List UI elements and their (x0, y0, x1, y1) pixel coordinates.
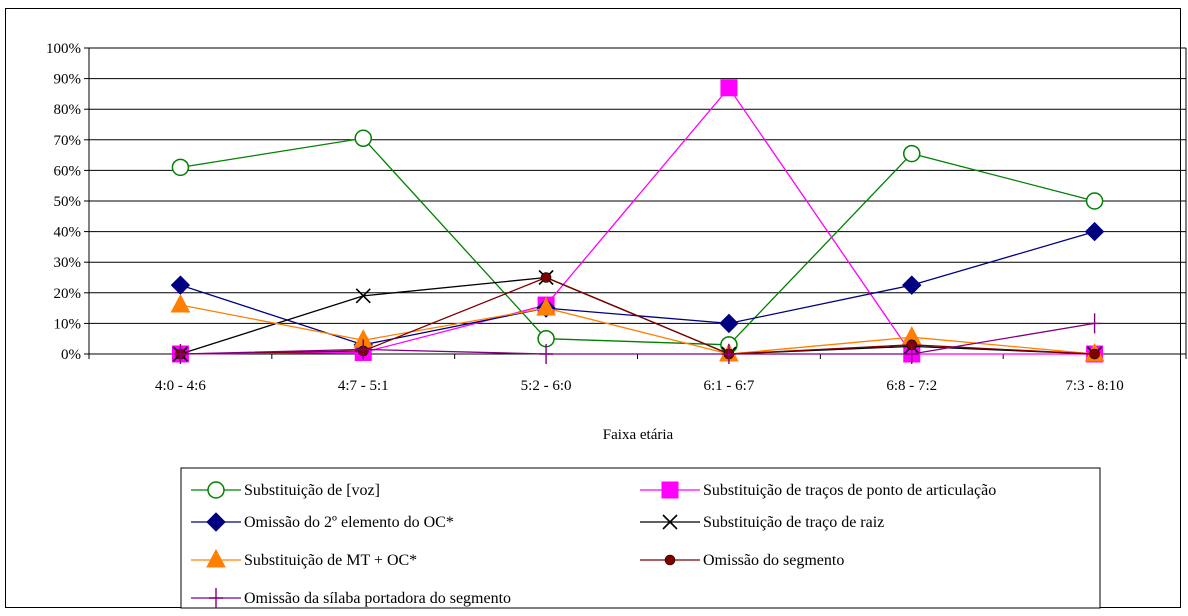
y-tick-label: 0% (61, 347, 81, 363)
legend-item: Substituição de traço de raiz (640, 514, 884, 531)
x-tick-label: 6:1 - 6:7 (703, 378, 754, 394)
legend-item: Substituição de [voz] (191, 481, 380, 499)
legend-box (180, 467, 1101, 609)
x-tick-label: 7:3 - 8:10 (1065, 378, 1123, 394)
data-point (903, 144, 921, 163)
x-tick-label: 4:0 - 4:6 (155, 378, 206, 394)
series-7 (173, 313, 1102, 364)
data-point (902, 275, 922, 295)
y-tick-label: 100% (46, 41, 81, 57)
y-tick-label: 50% (54, 194, 82, 210)
y-axis-ticks: 0% 10% 20% 30% 40% 50% 60% 70% 80% 90% 100% (46, 41, 89, 363)
data-point (355, 288, 371, 304)
data-point (170, 293, 191, 313)
legend-swatch-marker (661, 481, 679, 499)
legend-swatch-marker (664, 554, 676, 566)
y-tick-label: 80% (54, 102, 82, 118)
data-point (539, 344, 554, 364)
legend-label: Substituição de traços de ponto de artic… (703, 482, 996, 499)
series-line (180, 304, 1095, 355)
data-point (1087, 313, 1102, 334)
y-tick-label: 70% (54, 133, 82, 149)
series-2 (171, 79, 1104, 363)
series-line (180, 230, 1095, 346)
legend-swatch-marker (662, 514, 678, 530)
legend-swatch-marker (207, 481, 225, 499)
data-point (720, 79, 738, 97)
gridlines (88, 47, 1187, 355)
x-axis-ticks: 4:0 - 4:6 4:7 - 5:1 5:2 - 6:0 6:1 - 6:7 6:8 … (88, 354, 1187, 394)
legend-label: Substituição de [voz] (244, 482, 380, 499)
y-tick-label: 60% (54, 163, 82, 179)
legend: Substituição de [voz] Substituição de tra… (191, 481, 996, 608)
legend-label: Omissão do segmento (703, 552, 844, 569)
legend-label: Omissão do 2º elemento do OC* (244, 514, 454, 531)
data-point (356, 339, 371, 360)
series-line (180, 137, 1095, 346)
legend-swatch-marker (206, 548, 226, 568)
data-point (540, 272, 552, 283)
x-tick-label: 6:8 - 7:2 (886, 378, 937, 394)
legend-item: Substituição de MT + OC* (191, 548, 417, 569)
legend-label: Substituição de traço de raiz (703, 514, 884, 531)
x-tick-label: 5:2 - 6:0 (521, 378, 572, 394)
series-1 (171, 129, 1104, 354)
series-line (180, 322, 1095, 355)
y-tick-label: 30% (54, 255, 82, 271)
x-tick-label: 4:7 - 5:1 (338, 378, 389, 394)
data-point (719, 313, 739, 334)
legend-item: Omissão do 2º elemento do OC* (191, 512, 454, 532)
series-layer (170, 79, 1105, 364)
legend-item: Omissão do segmento (640, 552, 844, 569)
data-point (904, 344, 919, 364)
legend-swatch-marker (209, 588, 223, 608)
legend-item: Substituição de traços de ponto de artic… (640, 481, 996, 499)
y-tick-label: 90% (54, 72, 82, 88)
y-tick-label: 10% (54, 316, 82, 332)
series-line (180, 86, 1095, 355)
series-line (180, 276, 1095, 355)
y-tick-label: 20% (54, 286, 82, 302)
data-point (536, 297, 556, 316)
series-3 (170, 221, 1105, 355)
data-point (1085, 192, 1104, 210)
legend-swatch-marker (206, 512, 226, 532)
legend-label: Substituição de MT + OC* (244, 552, 417, 569)
y-tick-label: 40% (54, 225, 82, 241)
legend-label: Omissão da sílaba portadora do segmento (244, 590, 511, 607)
data-point (1084, 221, 1105, 242)
data-point (171, 158, 190, 177)
data-point (354, 129, 372, 148)
data-point (1089, 348, 1100, 360)
data-point (721, 344, 736, 364)
x-axis-label: Faixa etária (603, 427, 674, 443)
data-point (170, 275, 191, 295)
data-point (173, 344, 188, 364)
legend-item: Omissão da sílaba portadora do segmento (191, 588, 511, 608)
